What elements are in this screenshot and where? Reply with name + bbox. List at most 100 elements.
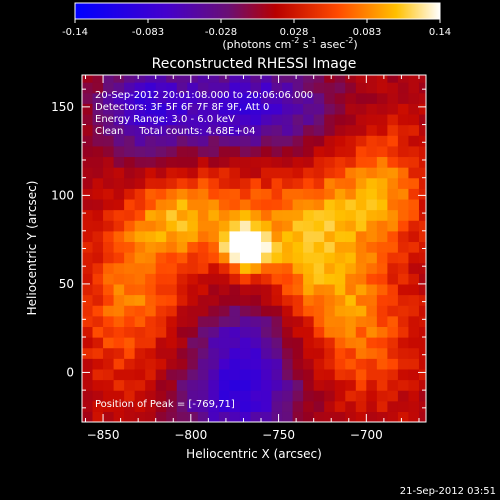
- heatmap-cell: [239, 156, 252, 168]
- heatmap-cell: [418, 145, 426, 158]
- heatmap-cell: [313, 156, 325, 168]
- heatmap-cell: [134, 220, 146, 232]
- heatmap-cell: [418, 390, 426, 402]
- heatmap-cell: [366, 103, 378, 115]
- heatmap-cell: [261, 75, 273, 83]
- heatmap-cell: [355, 379, 367, 391]
- heatmap-cell: [292, 82, 304, 94]
- heatmap-cell: [397, 113, 410, 126]
- heatmap-cell: [197, 241, 209, 253]
- heatmap-cell: [176, 209, 188, 221]
- heatmap-cell: [82, 92, 94, 104]
- heatmap-cell: [92, 315, 104, 327]
- heatmap-cell: [155, 358, 167, 370]
- heatmap-cell: [239, 145, 252, 158]
- heatmap-cell: [313, 220, 325, 232]
- heatmap-cell: [155, 262, 167, 274]
- heatmap-cell: [313, 198, 325, 211]
- heatmap-cell: [282, 113, 294, 126]
- heatmap-cell: [218, 400, 231, 412]
- heatmap-cell: [408, 198, 420, 211]
- heatmap-cell: [387, 252, 399, 264]
- heatmap-cell: [113, 209, 125, 221]
- heatmap-cell: [103, 252, 115, 264]
- heatmap-cell: [271, 92, 283, 104]
- heatmap-cell: [418, 177, 426, 189]
- heatmap-cell: [134, 103, 146, 115]
- heatmap-cell: [345, 177, 357, 189]
- heatmap-cell: [324, 337, 336, 349]
- heatmap-cell: [82, 198, 94, 211]
- heatmap-cell: [282, 411, 294, 422]
- heatmap-cell: [261, 230, 273, 243]
- heatmap-cell: [218, 75, 231, 83]
- heatmap-cell: [303, 400, 315, 412]
- heatmap-cell: [145, 156, 157, 168]
- heatmap-cell: [208, 92, 220, 104]
- heatmap-cell: [292, 326, 304, 338]
- heatmap-cell: [103, 167, 115, 179]
- heatmap-cell: [155, 209, 167, 221]
- heatmap-cell: [355, 411, 367, 422]
- heatmap-cell: [197, 198, 209, 211]
- heatmap-cell: [124, 294, 136, 306]
- heatmap-cell: [113, 400, 125, 412]
- heatmap-cell: [376, 103, 388, 115]
- heatmap-cell: [92, 283, 104, 296]
- heatmap-cell: [176, 177, 188, 189]
- heatmap-cell: [355, 188, 367, 200]
- heatmap-cell: [324, 315, 336, 327]
- heatmap-cell: [355, 368, 367, 381]
- heatmap-cell: [324, 273, 336, 285]
- heatmap-cell: [103, 198, 115, 211]
- heatmap-cell: [145, 135, 157, 147]
- heatmap-cell: [334, 347, 346, 359]
- heatmap-cell: [113, 411, 125, 422]
- annotation-detectors: Detectors: 3F 5F 6F 7F 8F 9F, Att 0: [95, 102, 269, 113]
- heatmap-cell: [197, 379, 209, 391]
- heatmap-cell: [271, 209, 283, 221]
- heatmap-cell: [229, 368, 241, 381]
- heatmap-cell: [292, 411, 304, 422]
- heatmap-cell: [103, 411, 115, 422]
- heatmap-cell: [176, 411, 188, 422]
- heatmap-cell: [334, 188, 346, 200]
- heatmap-cell: [408, 326, 420, 338]
- heatmap-cell: [345, 347, 357, 359]
- heatmap-cell: [155, 177, 167, 189]
- heatmap-cell: [418, 283, 426, 296]
- heatmap-cell: [366, 177, 378, 189]
- heatmap-cell: [134, 198, 146, 211]
- heatmap-cell: [334, 124, 346, 136]
- heatmap-cell: [355, 113, 367, 126]
- heatmap-cell: [313, 358, 325, 370]
- heatmap-cell: [187, 283, 199, 296]
- heatmap-cell: [197, 230, 209, 243]
- heatmap-cell: [239, 230, 252, 243]
- heatmap-cell: [261, 262, 273, 274]
- heatmap-cell: [303, 305, 315, 317]
- heatmap-cell: [355, 82, 367, 94]
- heatmap-cell: [124, 326, 136, 338]
- heatmap-cell: [324, 283, 336, 296]
- heatmap-cell: [187, 92, 199, 104]
- heatmap-cell: [166, 188, 178, 200]
- heatmap-cell: [92, 241, 104, 253]
- heatmap-cell: [303, 390, 315, 402]
- heatmap-cell: [366, 273, 378, 285]
- heatmap-cell: [345, 209, 357, 221]
- heatmap-cell: [208, 209, 220, 221]
- heatmap-cell: [366, 326, 378, 338]
- heatmap-cell: [134, 283, 146, 296]
- heatmap-cell: [345, 326, 357, 338]
- heatmap-cell: [324, 294, 336, 306]
- heatmap-cell: [155, 283, 167, 296]
- heatmap-cell: [208, 252, 220, 264]
- heatmap-cell: [166, 113, 178, 126]
- heatmap-cell: [155, 113, 167, 126]
- heatmap-cell: [218, 411, 231, 422]
- heatmap-cell: [229, 262, 241, 274]
- heatmap-cell: [397, 337, 410, 349]
- heatmap-cell: [303, 82, 315, 94]
- heatmap-cell: [303, 230, 315, 243]
